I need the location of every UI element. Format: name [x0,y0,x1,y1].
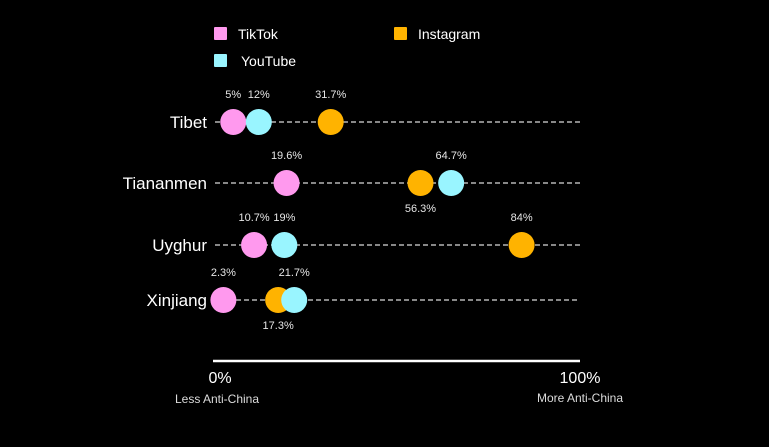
value-label-tiktok-tibet: 5% [225,89,241,101]
legend-label-tiktok: TikTok [238,26,279,42]
value-label-youtube-xinjiang: 21.7% [279,267,310,279]
point-youtube-tiananmen [438,170,465,196]
legend-swatch-youtube [214,54,227,67]
value-label-instagram-tibet: 31.7% [315,89,346,101]
category-label-uyghur: Uyghur [152,236,207,255]
category-label-xinjiang: Xinjiang [147,291,208,310]
value-label-youtube-uyghur: 19% [273,212,295,224]
legend-label-instagram: Instagram [418,26,480,42]
point-youtube-xinjiang [281,287,308,313]
category-label-tibet: Tibet [170,113,207,132]
value-label-tiktok-uyghur: 10.7% [238,212,269,224]
legend-swatch-tiktok [214,27,227,40]
value-label-instagram-uyghur: 84% [511,212,533,224]
value-label-instagram-tiananmen: 56.3% [405,203,436,215]
value-label-tiktok-tiananmen: 19.6% [271,150,302,162]
axis-min-caption: Less Anti-China [175,392,259,406]
point-instagram-tiananmen [407,170,434,196]
axis-max-caption: More Anti-China [537,391,623,405]
value-label-instagram-xinjiang: 17.3% [263,320,294,332]
category-label-tiananmen: Tiananmen [123,174,207,193]
legend-swatch-instagram [394,27,407,40]
value-label-youtube-tibet: 12% [248,89,270,101]
axis-max-label: 100% [560,370,601,387]
point-instagram-tibet [317,109,344,135]
axis-min-label: 0% [208,370,231,387]
point-instagram-uyghur [508,232,535,258]
value-label-youtube-tiananmen: 64.7% [436,150,467,162]
point-tiktok-tibet [220,109,247,135]
x-axis: 0% 100% Less Anti-China More Anti-China [175,359,623,406]
point-tiktok-tiananmen [273,170,300,196]
legend: TikTok Instagram YouTube [214,26,480,69]
value-label-tiktok-xinjiang: 2.3% [211,267,236,279]
point-tiktok-xinjiang [210,287,237,313]
point-youtube-tibet [245,109,272,135]
data-points: 5% 19.6% 10.7% 2.3% 31.7% 56.3% 84% 17.3% 12% 64.… [210,89,535,332]
point-youtube-uyghur [271,232,298,258]
legend-label-youtube: YouTube [241,53,296,69]
point-tiktok-uyghur [241,232,268,258]
